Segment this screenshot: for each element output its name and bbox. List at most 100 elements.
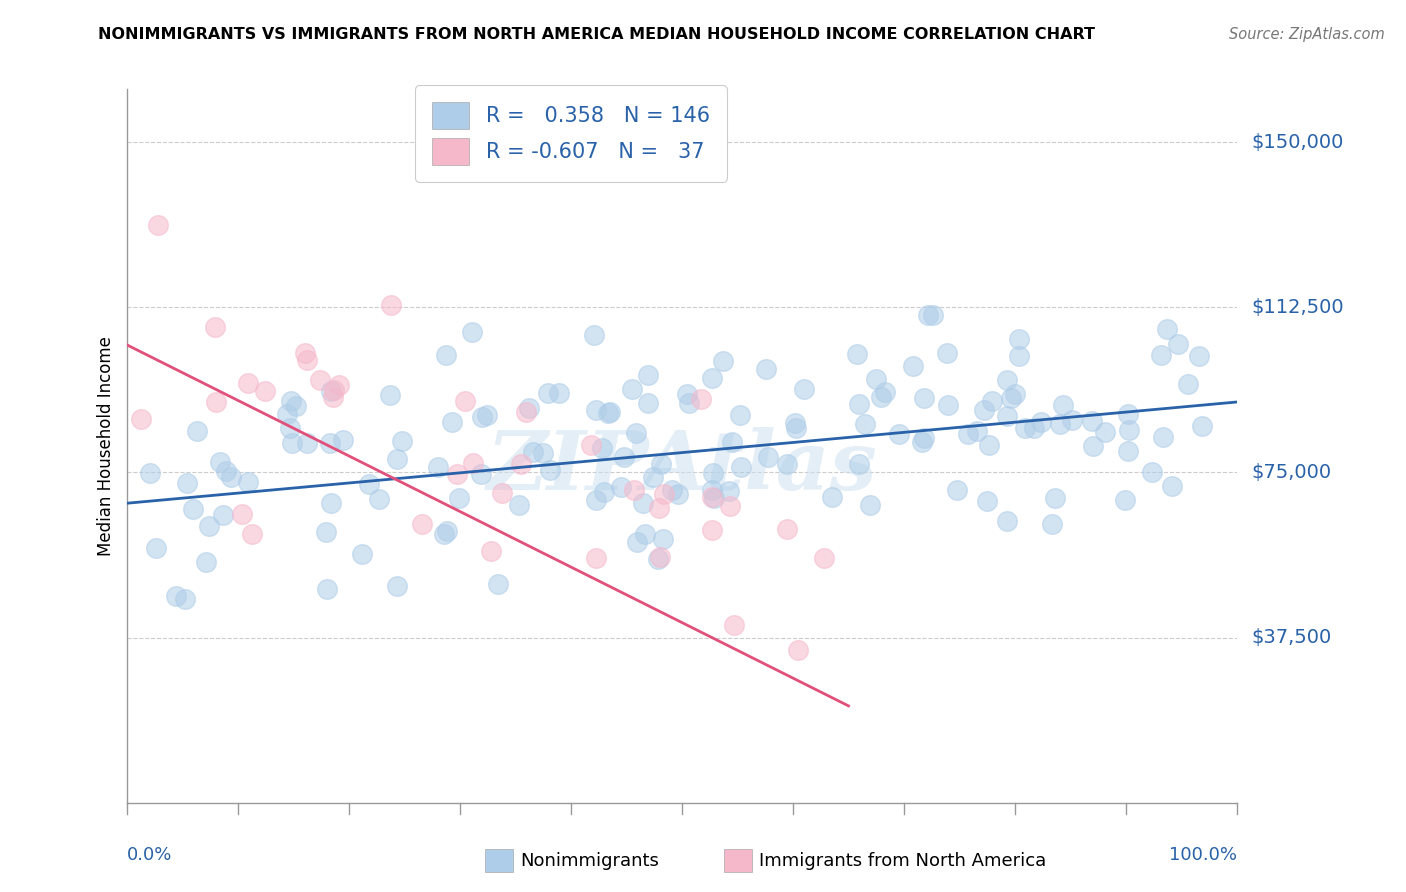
Point xyxy=(598,405,620,419)
Point xyxy=(1040,517,1063,532)
Point xyxy=(1118,407,1140,421)
Point xyxy=(297,435,319,450)
Point xyxy=(1083,440,1105,454)
Point xyxy=(936,346,959,360)
Point xyxy=(1008,332,1031,346)
Point xyxy=(623,483,645,498)
Point xyxy=(197,518,219,533)
Point xyxy=(1114,493,1136,508)
Point xyxy=(728,408,751,422)
Point xyxy=(730,459,752,474)
Point xyxy=(231,507,253,521)
Point xyxy=(322,390,344,404)
Point xyxy=(328,378,350,392)
Point xyxy=(359,477,381,491)
Point xyxy=(702,483,724,498)
Point xyxy=(1004,387,1026,401)
Point xyxy=(848,397,870,411)
Point xyxy=(702,466,724,480)
Point xyxy=(321,496,343,510)
Point xyxy=(195,555,218,569)
Point xyxy=(946,483,969,497)
Point xyxy=(620,382,643,396)
Point xyxy=(1052,399,1074,413)
Point xyxy=(204,319,226,334)
Point xyxy=(613,450,636,465)
Point xyxy=(215,464,238,478)
Point xyxy=(1167,337,1189,351)
Point xyxy=(776,522,799,536)
Point xyxy=(980,393,1002,408)
Point xyxy=(186,424,208,438)
Point xyxy=(648,550,671,565)
Point xyxy=(821,490,844,504)
Point xyxy=(470,467,492,482)
Point xyxy=(755,361,778,376)
Point xyxy=(531,446,554,460)
Point xyxy=(1188,350,1211,364)
Point xyxy=(380,298,402,312)
Point xyxy=(591,441,613,455)
Point xyxy=(901,359,924,373)
Point xyxy=(846,347,869,361)
Point xyxy=(129,411,152,425)
Point xyxy=(165,589,187,603)
Point xyxy=(508,499,530,513)
Text: 100.0%: 100.0% xyxy=(1170,846,1237,863)
Point xyxy=(579,438,602,452)
Point xyxy=(1116,444,1139,458)
Point xyxy=(711,353,734,368)
Point xyxy=(446,467,468,481)
Point xyxy=(538,463,561,477)
Point xyxy=(869,390,891,404)
Point xyxy=(295,353,318,368)
Point xyxy=(917,309,939,323)
Point xyxy=(537,385,560,400)
Point xyxy=(648,501,671,516)
Point xyxy=(690,392,713,406)
Point xyxy=(1062,413,1084,427)
Point xyxy=(1049,417,1071,432)
Point xyxy=(936,398,959,412)
Point xyxy=(308,373,330,387)
Text: 0.0%: 0.0% xyxy=(127,846,172,863)
Point xyxy=(470,410,492,425)
Point xyxy=(641,469,664,483)
Point xyxy=(585,403,607,417)
Text: Immigrants from North America: Immigrants from North America xyxy=(759,852,1046,870)
Point xyxy=(976,494,998,508)
Point xyxy=(1000,391,1022,405)
Point xyxy=(181,501,204,516)
Point xyxy=(776,457,799,471)
Point xyxy=(912,391,935,405)
Point xyxy=(873,385,896,400)
Point xyxy=(276,407,298,421)
Point xyxy=(700,490,723,504)
Point xyxy=(1045,491,1067,505)
Point xyxy=(461,456,484,470)
Point xyxy=(281,435,304,450)
Point xyxy=(385,578,408,592)
Point xyxy=(1031,415,1053,429)
Point xyxy=(1177,377,1199,392)
Point xyxy=(491,486,513,500)
Point xyxy=(1118,423,1140,437)
Point xyxy=(666,487,689,501)
Point xyxy=(717,484,740,499)
Point xyxy=(315,525,337,540)
Point xyxy=(479,543,502,558)
Point xyxy=(922,309,945,323)
Point xyxy=(912,431,935,445)
Point xyxy=(793,382,815,396)
Point xyxy=(1140,465,1163,479)
Point xyxy=(718,499,741,513)
Point xyxy=(995,514,1018,528)
Point xyxy=(285,399,308,413)
Point xyxy=(1008,349,1031,363)
Point xyxy=(678,396,700,410)
Text: $112,500: $112,500 xyxy=(1251,298,1344,317)
Point xyxy=(176,475,198,490)
Point xyxy=(475,408,498,422)
Point xyxy=(278,421,301,435)
Point xyxy=(1022,421,1045,435)
